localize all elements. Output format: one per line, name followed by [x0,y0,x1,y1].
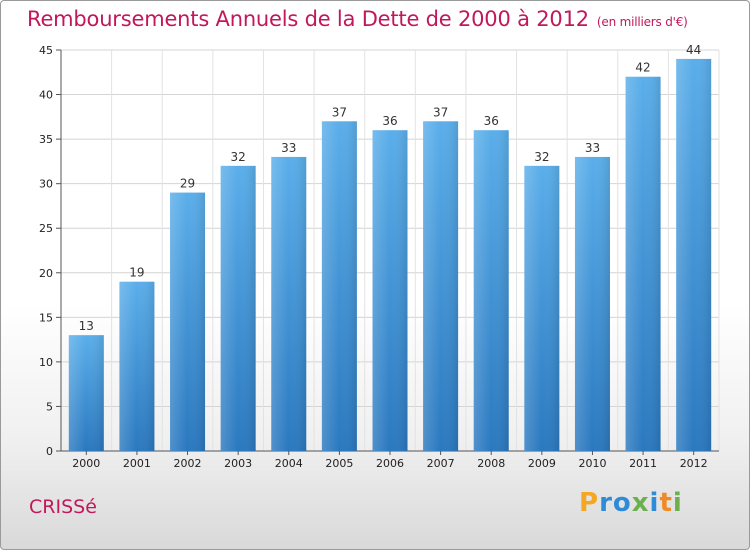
xtick-label-2009: 2009 [528,457,556,470]
ytick-label-20: 20 [39,267,53,280]
data-label-2004: 33 [281,141,296,155]
bar-shine-2001 [119,281,155,451]
data-label-2010: 33 [585,141,600,155]
ytick-label-15: 15 [39,311,53,324]
ytick-label-0: 0 [46,445,53,458]
bar-shine-2007 [423,121,459,452]
data-label-2002: 29 [180,177,195,191]
data-label-2008: 36 [484,114,499,128]
xtick-label-2008: 2008 [477,457,505,470]
data-label-2011: 42 [635,61,650,75]
logo-letter: x [631,488,650,518]
bar-shine-2008 [473,130,509,451]
data-label-2000: 13 [79,319,94,333]
xtick-label-2007: 2007 [427,457,455,470]
bar-shine-2003 [220,165,256,451]
logo-letter: t [659,488,673,518]
xtick-label-2006: 2006 [376,457,404,470]
bars [68,58,712,452]
data-label-2006: 36 [382,114,397,128]
ytick-label-10: 10 [39,356,53,369]
bar-shine-2009 [524,165,560,451]
logo-letter: P [579,488,600,518]
bar-shine-2011 [625,76,661,451]
chart-title-text: Remboursements Annuels de la Dette de 20… [27,7,589,31]
bar-shine-2010 [574,156,610,451]
bar-shine-2012 [676,58,712,452]
data-label-2009: 32 [534,150,549,164]
data-label-2005: 37 [332,105,347,119]
data-labels: 13 19 29 32 33 37 36 37 36 32 33 42 44 [79,43,702,333]
logo-letter: i [672,488,683,518]
place-name: CRISSé [29,496,97,518]
bar-shine-2004 [271,156,307,451]
data-label-2007: 37 [433,105,448,119]
xtick-label-2001: 2001 [123,457,151,470]
xtick-label-2010: 2010 [578,457,606,470]
xtick-label-2002: 2002 [174,457,202,470]
ytick-label-5: 5 [46,400,53,413]
proxiti-logo: Proxiti [579,488,683,518]
data-label-2003: 32 [231,150,246,164]
bar-shine-2006 [372,130,408,451]
bar-shine-2005 [321,121,357,452]
ytick-label-25: 25 [39,222,53,235]
xtick-label-2012: 2012 [680,457,708,470]
logo-letter: o [612,488,632,518]
ytick-label-40: 40 [39,89,53,102]
xtick-label-2011: 2011 [629,457,657,470]
xtick-label-2003: 2003 [224,457,252,470]
xtick-label-2005: 2005 [325,457,353,470]
logo-letter: r [599,488,613,518]
data-label-2012: 44 [686,43,701,57]
bar-shine-2002 [170,192,206,452]
ytick-label-30: 30 [39,178,53,191]
bar-shine-2000 [68,335,104,451]
logo-letter: i [649,488,660,518]
data-label-2001: 19 [129,266,144,280]
xtick-label-2000: 2000 [72,457,100,470]
ytick-label-45: 45 [39,44,53,57]
chart-title: Remboursements Annuels de la Dette de 20… [27,7,688,31]
ytick-label-35: 35 [39,133,53,146]
xtick-label-2004: 2004 [275,457,303,470]
chart-unit: (en milliers d'€) [596,15,688,29]
